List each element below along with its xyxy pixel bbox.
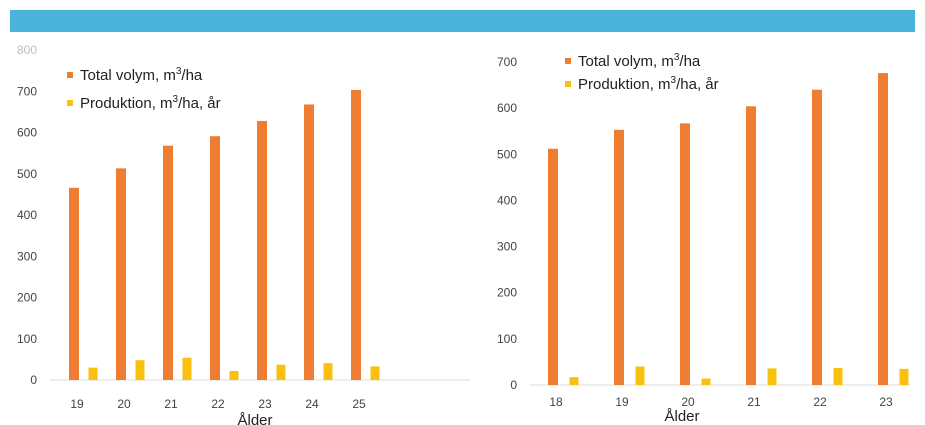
bar-total-volym [69, 187, 79, 380]
x-tick-label: 23 [879, 395, 893, 409]
bar-produktion [370, 366, 380, 380]
bar-total-volym [304, 104, 314, 380]
x-tick-label: 20 [681, 395, 695, 409]
x-axis-title: Ålder [664, 408, 699, 425]
bar-total-volym [548, 148, 558, 385]
bar-produktion [767, 368, 777, 385]
y-tick-label: 300 [497, 240, 517, 254]
top-banner [10, 10, 915, 32]
y-tick-label: 0 [510, 378, 517, 392]
x-tick-label: 23 [258, 397, 272, 411]
bar-produktion [701, 378, 711, 385]
x-tick-label: 21 [747, 395, 761, 409]
bar-produktion [323, 363, 333, 380]
bar-total-volym [351, 90, 361, 380]
legend-swatch-total [565, 58, 571, 64]
x-tick-label: 21 [164, 397, 178, 411]
y-tick-label: 300 [17, 249, 37, 263]
bar-produktion [135, 360, 145, 380]
x-tick-label: 22 [211, 397, 225, 411]
bar-produktion [635, 366, 645, 385]
y-tick-label: 500 [497, 147, 517, 161]
bar-total-volym [614, 129, 624, 385]
legend-label-total: Total volym, m3/ha [578, 52, 701, 70]
y-tick-label: 100 [497, 332, 517, 346]
x-tick-label: 25 [352, 397, 366, 411]
chart-left: 0 100 200 300 400 500 600 700 800 19 20 21 22 23 24 25 Å… [17, 43, 470, 425]
x-tick-label: 19 [70, 397, 84, 411]
bar-total-volym [680, 123, 690, 386]
x-tick-label: 22 [813, 395, 827, 409]
bar-produktion [229, 370, 239, 380]
bar-produktion [899, 368, 909, 385]
legend-swatch-produktion [565, 81, 571, 87]
y-tick-label: 600 [17, 126, 37, 140]
y-tick-label: 400 [497, 193, 517, 207]
x-axis-title: Ålder [237, 412, 272, 425]
bar-total-volym [257, 120, 267, 380]
x-tick-label: 20 [117, 397, 131, 411]
bar-total-volym [746, 106, 756, 385]
legend-swatch-total [67, 72, 73, 78]
y-tick-label: 700 [17, 84, 37, 98]
x-tick-label: 24 [305, 397, 319, 411]
y-tick-label: 400 [17, 208, 37, 222]
y-tick-label: 200 [17, 291, 37, 305]
legend-label-total: Total volym, m3/ha [80, 66, 203, 84]
bar-produktion [182, 357, 192, 380]
legend-swatch-produktion [67, 100, 73, 106]
y-tick-label: 500 [17, 167, 37, 181]
legend-label-produktion: Produktion, m3/ha, år [80, 94, 221, 112]
y-tick-label: 600 [497, 101, 517, 115]
bar-total-volym [878, 73, 888, 386]
y-tick-label: 700 [497, 55, 517, 69]
bar-produktion [569, 377, 579, 385]
y-tick-label: 0 [30, 373, 37, 387]
y-tick-label: 800 [17, 43, 37, 57]
y-tick-label: 100 [17, 332, 37, 346]
bar-total-volym [163, 145, 173, 380]
bar-produktion [276, 364, 286, 380]
x-tick-label: 19 [615, 395, 629, 409]
legend-label-produktion: Produktion, m3/ha, år [578, 75, 719, 93]
bar-produktion [88, 367, 98, 380]
bar-produktion [833, 367, 843, 385]
bar-total-volym [812, 89, 822, 385]
bar-total-volym [210, 136, 220, 380]
y-tick-label: 200 [497, 286, 517, 300]
bar-total-volym [116, 168, 126, 380]
x-tick-label: 18 [549, 395, 563, 409]
